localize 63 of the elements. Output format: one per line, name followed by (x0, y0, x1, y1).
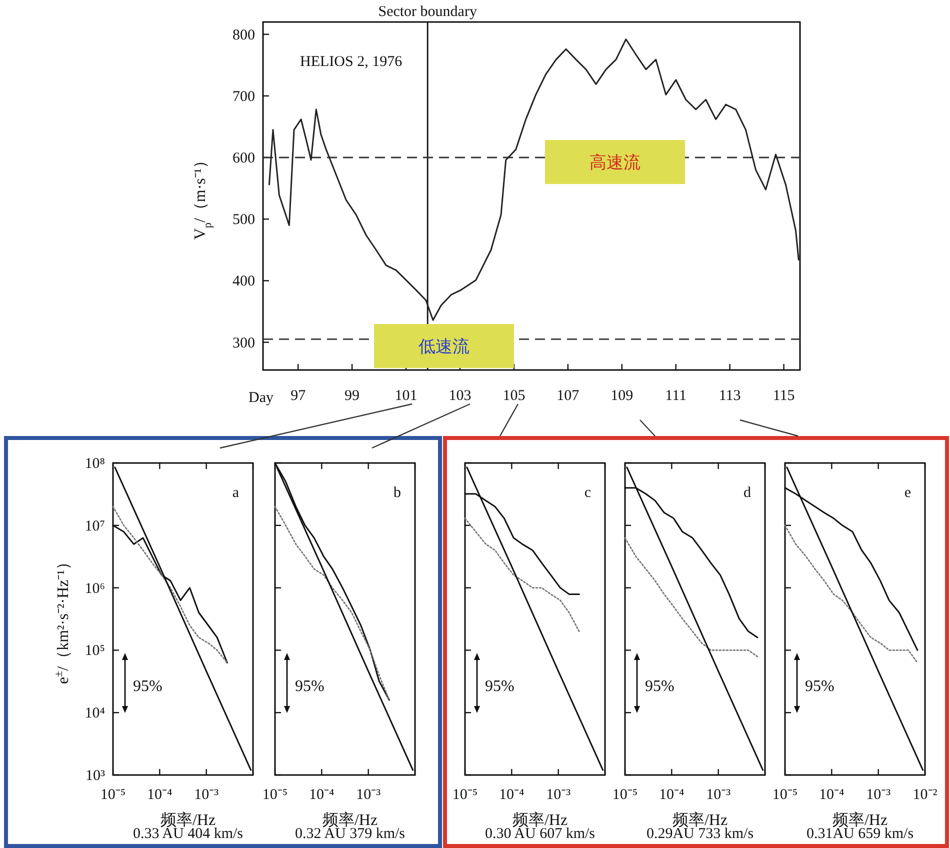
x-tick-label: 10⁻³ (706, 787, 732, 803)
x-axis-title: Day (248, 390, 274, 406)
x-axis-title: 频率/Hz (322, 811, 378, 829)
x-tick-label: 10⁻⁵ (452, 787, 478, 803)
y-tick-label: 10⁸ (84, 456, 105, 472)
x-tick-label: 10⁻⁵ (100, 787, 126, 803)
x-tick-label: 10⁻⁴ (659, 787, 684, 803)
annotation: 95% (645, 678, 674, 695)
x-tick-label: 10⁻³ (194, 787, 220, 803)
y-tick-label: 800 (232, 27, 255, 44)
x-axis-title: 频率/Hz (832, 811, 888, 829)
x-tick-label: 99 (344, 388, 360, 404)
annotation: 95% (295, 678, 324, 695)
annotation: e (904, 485, 912, 501)
y-tick-label: 10³ (86, 768, 106, 784)
x-tick-label: 105 (502, 388, 526, 404)
y-tick-label: 500 (232, 212, 255, 228)
x-axis-title: 频率/Hz (672, 811, 728, 829)
y-tick-label: 10⁶ (84, 580, 105, 597)
x-tick-label: 109 (610, 388, 634, 404)
y-tick-label: 10⁴ (84, 706, 105, 722)
x-tick-label: 10⁻⁴ (499, 787, 524, 803)
y-tick-label: 300 (232, 335, 255, 352)
x-tick-label: 10⁻² (912, 787, 938, 803)
y-tick-label: 700 (232, 88, 255, 105)
annotation: HELIOS 2, 1976 (300, 54, 403, 70)
annotation: c (584, 485, 592, 501)
text: 0.29AU 733 km/s (646, 826, 754, 842)
annotation: 低速流 (418, 337, 470, 356)
annotation: 高速流 (590, 153, 640, 172)
y-tick-label: 600 (232, 150, 255, 167)
x-axis-title: 频率/Hz (512, 811, 568, 829)
x-tick-label: 10⁻⁴ (819, 787, 844, 803)
x-tick-label: 113 (718, 388, 741, 404)
y-tick-label: 400 (232, 274, 255, 290)
text: 0.31AU 659 km/s (806, 826, 914, 842)
text: 0.30 AU 607 km/s (484, 826, 596, 842)
ref-line-label: Sector boundary (378, 4, 478, 20)
annotation: d (744, 485, 752, 501)
annotation: b (394, 485, 401, 501)
y-tick-label: 10⁵ (84, 643, 105, 660)
x-tick-label: 10⁻⁴ (309, 787, 334, 803)
annotation: 95% (805, 678, 834, 695)
x-tick-label: 10⁻³ (866, 787, 892, 803)
x-tick-label: 115 (772, 388, 795, 404)
x-tick-label: 107 (556, 388, 580, 404)
annotation: a (232, 485, 240, 501)
text: 0.32 AU 379 km/s (294, 826, 406, 842)
x-tick-label: 103 (448, 388, 472, 404)
x-tick-label: 97 (290, 388, 306, 404)
x-tick-label: 101 (394, 388, 418, 404)
x-tick-label: 111 (665, 388, 687, 404)
x-tick-label: 10⁻⁵ (772, 787, 798, 803)
annotation: 95% (133, 678, 162, 695)
x-tick-label: 10⁻³ (356, 787, 382, 803)
text: 0.33 AU 404 km/s (132, 826, 244, 842)
y-tick-label: 10⁷ (84, 518, 105, 534)
x-axis-title: 频率/Hz (160, 811, 216, 829)
x-tick-label: 10⁻³ (546, 787, 572, 803)
x-tick-label: 10⁻⁵ (262, 787, 288, 803)
x-tick-label: 10⁻⁵ (612, 787, 638, 803)
x-tick-label: 10⁻⁴ (147, 787, 172, 803)
annotation: 95% (485, 678, 514, 695)
